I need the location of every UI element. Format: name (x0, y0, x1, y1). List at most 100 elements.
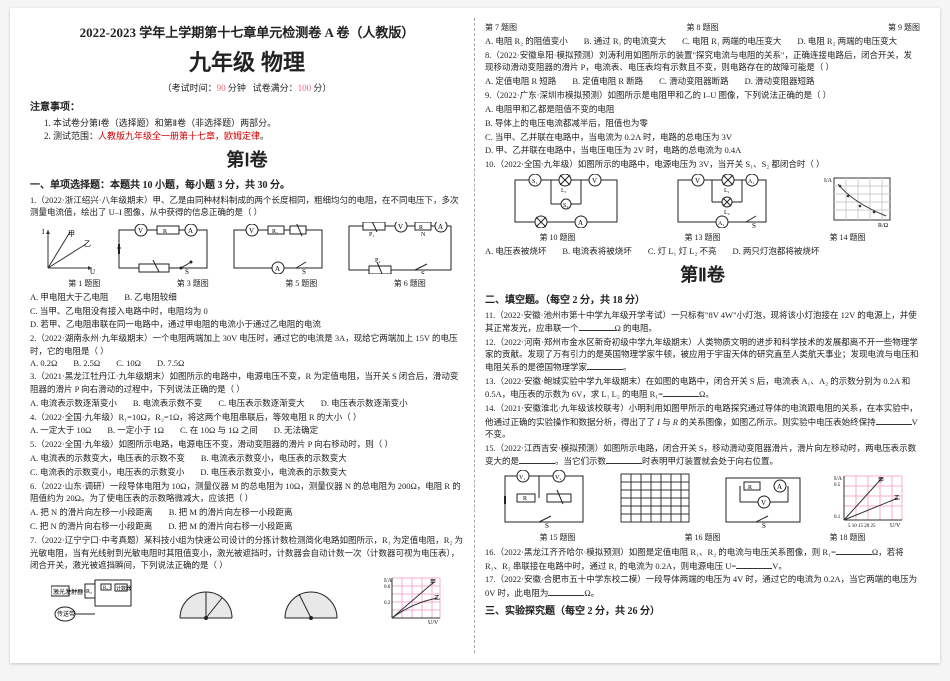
svg-text:甲: 甲 (430, 579, 436, 586)
svg-text:R/Ω: R/Ω (878, 223, 889, 228)
q9: 9.（2022·广东·深圳市模拟预测）如图所示是电阻甲和乙的 I–U 图像，下列… (485, 89, 920, 101)
q2-c: C. 10Ω (116, 358, 141, 368)
q3-opts: A. 电流表示数逐渐变小 B. 电流表示数不变 C. 电压表示数逐渐变大 D. … (30, 397, 464, 409)
svg-text:R: R (419, 225, 423, 231)
svg-text:S₁: S₁ (532, 179, 537, 185)
left-column: 2022-2023 学年上学期第十七章单元检测卷 A 卷（人教版） 九年级 物理… (20, 18, 475, 653)
q2: 2.（2022·湖南永州·九年级期末）一个电阻两端加上 30V 电压时，通过它的… (30, 332, 464, 357)
q3-c: C. 电压表示数逐渐变大 (218, 397, 304, 409)
figcap-1-1: 第 1 题图 (68, 278, 100, 289)
q8-a: A. 定值电阻 R 短路 (485, 75, 556, 87)
svg-text:V: V (138, 227, 143, 235)
sec2-header: 二、填空题。（每空 2 分，共 18 分） (485, 291, 920, 306)
svg-text:S₂: S₂ (563, 203, 568, 209)
notice-2: 2. 测试范围：人教版九年级全一册第十七章，欧姆定律。 (44, 129, 464, 142)
svg-text:R: R (523, 496, 527, 502)
svg-text:P₁: P₁ (369, 232, 374, 238)
q4: 4.（2022·全国·九年级）R₁=10Ω，R₂=1Ω，将这两个电阻串联后，等效… (30, 411, 464, 423)
figrow-mid-r: S₁ L₁ V S₂ L₂ A V L₁ A₁ L₂ A₂ S (485, 174, 920, 228)
svg-text:A: A (438, 223, 443, 231)
q1-d: D. 若甲、乙电阻串联在同一电路中，通过甲电阻的电流小于通过乙电阻的电流 (30, 318, 464, 330)
q7-opts: A. 电阻 R₂ 的阻值变小 B. 通过 R₁ 的电流变大 C. 电阻 R₁ 两… (485, 35, 920, 47)
svg-text:S: S (762, 522, 766, 528)
svg-text:S: S (302, 268, 306, 274)
fig-q3-circuit: V R A S (115, 224, 211, 274)
q1-c: C. 当甲、乙电阻没有接入电路中时，电阻均为 0 (30, 305, 464, 317)
q7-c: C. 电阻 R₁ 两端的电压变大 (682, 35, 781, 47)
svg-text:I/A: I/A (384, 578, 393, 584)
q15: 15.（2022·江西吉安·模拟预测）如图所示电路，闭合开关 S，移动滑动变阻器… (485, 442, 920, 468)
svg-text:A₂: A₂ (718, 221, 724, 227)
svg-text:U/V: U/V (890, 523, 901, 528)
q6-c: C. 把 N 的滑片向右移一小段距离 (30, 520, 152, 532)
q17: 17.（2022·安徽·合肥市五十中学东校二模）一段导体两端的电压为 4V 时，… (485, 573, 920, 599)
notice-label: 注意事项： (30, 98, 464, 113)
q4-d: D. 无法确定 (274, 424, 318, 436)
q1-opts: A. 甲电阻大于乙电阻 B. 乙电阻较细 (30, 291, 464, 303)
q3-a: A. 电流表示数逐渐变小 (30, 397, 117, 409)
fig-q1-graph: 甲 乙 IU (40, 226, 96, 274)
svg-text:0.5: 0.5 (834, 483, 841, 488)
q12: 12.（2022·河南·郑州市金水区新奇初级中学九年级期末）人类物质文明的进步和… (485, 336, 920, 374)
part1-title: 第Ⅰ卷 (30, 146, 464, 172)
q4-b: B. 一定小于 1Ω (107, 424, 164, 436)
figcap-1-3: 第 5 题图 (285, 278, 317, 289)
q10-d: D. 两只灯泡都将被烧坏 (733, 245, 820, 257)
svg-text:激光发射器: 激光发射器 (53, 588, 83, 596)
q6-b: B. 把 M 的滑片向左移一小段距离 (169, 506, 293, 518)
q4-a: A. 一定大于 10Ω (30, 424, 91, 436)
time-score: （考试时间：90 分钟 试卷满分：100 分） (30, 81, 464, 94)
q9-b: B. 导体上的电压电流都减半后，阻值也为零 (485, 117, 920, 129)
svg-text:I: I (42, 228, 45, 236)
svg-text:L₂: L₂ (724, 210, 730, 216)
q1: 1.（2022·浙江绍兴·八年级期末）甲、乙是由同种材料制成的两个长度相同，粗细… (30, 194, 464, 219)
svg-text:V₁: V₁ (519, 475, 525, 481)
svg-text:U/V: U/V (428, 620, 439, 624)
q2-a: A. 0.2Ω (30, 358, 57, 368)
notice-1: 1. 本试卷分第Ⅰ卷（选择题）和第Ⅱ卷（非选择题）两部分。 (44, 116, 464, 129)
sec1-header: 一、单项选择题：本题共 10 小题，每小题 3 分，共 30 分。 (30, 176, 464, 191)
figcap-1-2: 第 3 题图 (177, 278, 209, 289)
q1-b: B. 乙电阻较细 (124, 291, 176, 303)
figcap-r-10: 第 10 题图 (540, 232, 576, 243)
grade-subject: 九年级 物理 (30, 45, 464, 77)
fig-meter-1 (174, 582, 238, 624)
svg-text:A: A (188, 227, 193, 235)
svg-text:5 10 15 20 25: 5 10 15 20 25 (848, 524, 876, 528)
q5-d: D. 电压表示数变小，电流表的示数变大 (200, 466, 346, 478)
figcap-1-4: 第 6 题图 (394, 278, 426, 289)
figcaps-1: 第 1 题图 第 3 题图 第 5 题图 第 6 题图 (30, 277, 464, 289)
figrow-bottom: 激光发射器 R₂ R₁ 计数器 传送带 (30, 574, 464, 624)
svg-text:I/A: I/A (834, 476, 843, 482)
svg-text:V₂: V₂ (555, 475, 561, 481)
svg-text:A₁: A₁ (748, 179, 754, 185)
fig-laser: 激光发射器 R₂ R₁ 计数器 传送带 (51, 578, 133, 624)
svg-text:计数器: 计数器 (116, 585, 131, 592)
svg-text:R₁: R₁ (272, 229, 278, 235)
figcap-r-9: 第 9 题图 (888, 22, 920, 33)
fig-q16-grid (617, 470, 693, 528)
part2-title: 第Ⅱ卷 (485, 261, 920, 287)
svg-text:S: S (421, 270, 425, 274)
q6-a: A. 把 N 的滑片向左移一小段距离 (30, 506, 153, 518)
q10-a: A. 电压表被烧坏 (485, 245, 546, 257)
q7-d: D. 电阻 R₂ 两端的电压变大 (797, 35, 897, 47)
fig-meter-2 (279, 582, 343, 624)
svg-text:V: V (695, 177, 700, 185)
svg-text:L₁: L₁ (561, 188, 567, 194)
q9-c: C. 当甲、乙并联在电路中，当电流为 0.2A 时，电路的总电压为 3V (485, 131, 920, 143)
q7-a: A. 电阻 R₂ 的阻值变小 (485, 35, 568, 47)
svg-text:R₁: R₁ (103, 586, 108, 591)
q5-a: A. 电流表的示数变大，电压表的示数不变 (30, 452, 185, 464)
figrow-1: 甲 乙 IU V R A S (30, 222, 464, 274)
q5-opts2: C. 电流表的示数变小，电压表的示数变小 D. 电压表示数变小，电流表的示数变大 (30, 466, 464, 478)
q5-b: B. 电流表示数变小，电压表的示数变大 (201, 452, 347, 464)
q10: 10.（2022·全国·九年级）如图所示的电路中，电源电压为 3V，当开关 S₁… (485, 158, 920, 170)
q7: 7.（2022·辽宁宁口·中考真题）某科技小组为快速公司设计的分拣计数检测简化电… (30, 534, 464, 571)
svg-text:V: V (592, 177, 597, 185)
q9-a: A. 电阻甲和乙都是阻值不变的电阻 (485, 103, 920, 115)
q3-d: D. 电压表示数逐渐变小 (321, 397, 408, 409)
svg-text:乙: 乙 (434, 595, 440, 602)
figrow-bot-r: V₁ V₂ R S A R V S (485, 470, 920, 528)
q1-a: A. 甲电阻大于乙电阻 (30, 291, 108, 303)
